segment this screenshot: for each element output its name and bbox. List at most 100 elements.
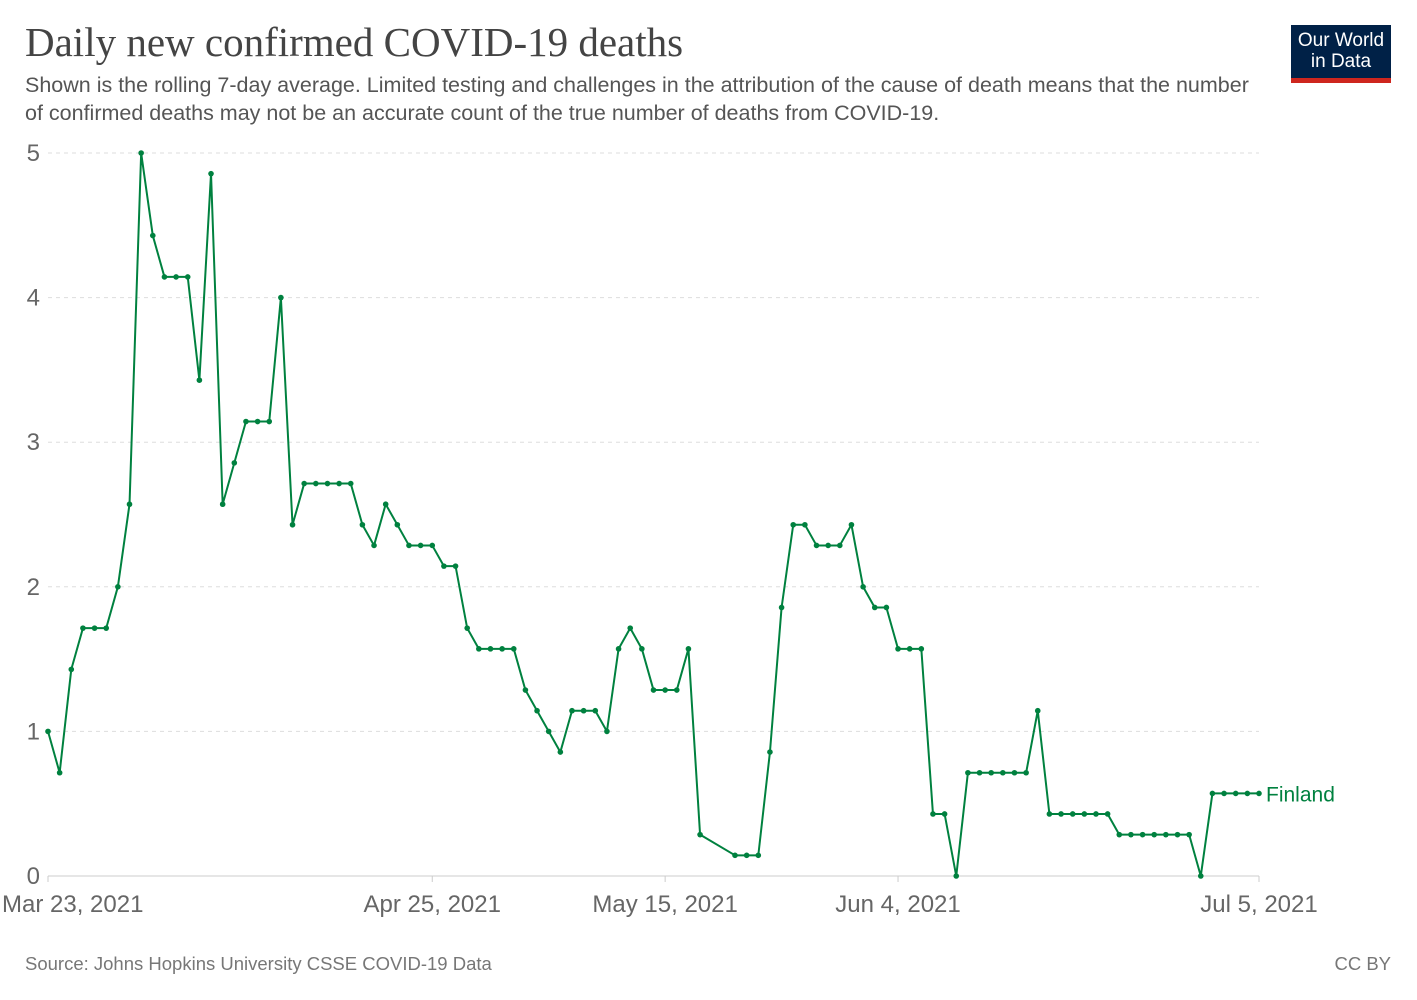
data-point — [1000, 769, 1006, 776]
data-point — [930, 811, 936, 817]
data-point — [289, 521, 296, 528]
data-point — [138, 150, 144, 156]
data-point — [1011, 769, 1018, 776]
data-point — [580, 707, 587, 714]
data-point — [1256, 790, 1262, 797]
x-tick-label: Mar 23, 2021 — [2, 891, 143, 918]
data-point — [278, 294, 284, 301]
logo-line-2: in Data — [1310, 51, 1372, 72]
data-point — [1221, 790, 1227, 797]
data-point — [464, 625, 470, 631]
data-point — [871, 604, 878, 611]
data-point — [790, 521, 797, 528]
data-point — [837, 542, 843, 549]
data-point — [627, 625, 634, 631]
data-point — [382, 501, 389, 508]
data-point — [1046, 811, 1053, 817]
data-point — [510, 646, 517, 652]
data-point — [359, 521, 366, 528]
data-point — [965, 769, 971, 776]
data-point — [604, 728, 610, 735]
data-point — [1034, 707, 1041, 714]
data-point — [184, 274, 191, 280]
data-point — [895, 646, 901, 652]
data-point — [441, 563, 447, 569]
data-point — [499, 646, 505, 652]
data-point — [301, 480, 307, 487]
data-point — [1197, 873, 1204, 879]
data-point — [68, 666, 75, 673]
y-tick-label: 5 — [27, 140, 40, 167]
data-point — [1151, 831, 1158, 838]
y-tick-label: 0 — [27, 863, 40, 890]
data-point — [487, 646, 494, 652]
data-point — [953, 873, 960, 879]
data-point — [1104, 811, 1111, 817]
axes: 0 1 2 3 4 5 Mar 23, 2021 Apr 25, 2021 May 15, 20… — [2, 140, 1318, 918]
data-point — [126, 501, 133, 508]
data-point — [848, 521, 855, 528]
source-note: Source: Johns Hopkins University CSSE CO… — [25, 953, 492, 974]
data-point — [313, 480, 319, 487]
data-point — [545, 728, 552, 735]
data-point — [1232, 790, 1239, 797]
data-point — [149, 232, 156, 239]
data-point — [743, 852, 750, 859]
data-point — [208, 170, 214, 177]
data-point — [394, 521, 401, 528]
data-point — [883, 604, 890, 611]
y-tick-label: 3 — [27, 429, 40, 456]
data-point — [196, 377, 203, 383]
license-link[interactable]: CC BY — [1334, 953, 1391, 974]
data-point — [1128, 831, 1134, 838]
data-point — [941, 811, 948, 817]
data-point — [615, 646, 622, 652]
data-point — [732, 852, 738, 859]
data-point — [802, 521, 808, 528]
data-point — [347, 480, 354, 487]
data-point — [1093, 811, 1099, 817]
data-point — [406, 542, 412, 549]
data-point — [1058, 811, 1064, 817]
x-tick-label: Jul 5, 2021 — [1200, 891, 1317, 918]
data-point — [254, 418, 261, 425]
y-tick-label: 1 — [27, 718, 40, 745]
data-point — [767, 749, 773, 755]
data-point — [650, 687, 657, 693]
data-point — [860, 584, 866, 590]
data-point — [103, 625, 110, 631]
data-point — [161, 274, 168, 280]
data-point — [592, 707, 599, 714]
logo-line-1: Our World — [1297, 30, 1385, 51]
data-point — [825, 542, 831, 549]
data-point — [639, 646, 645, 652]
data-point — [1244, 790, 1251, 797]
data-point — [324, 480, 331, 487]
grid-lines — [48, 152, 1259, 732]
data-point — [429, 542, 436, 549]
data-point — [522, 687, 529, 693]
data-point — [91, 625, 98, 631]
data-point — [417, 542, 424, 549]
y-tick-label: 4 — [27, 285, 40, 312]
data-point — [813, 542, 820, 549]
data-point — [45, 728, 51, 735]
data-point — [988, 769, 994, 776]
data-point — [685, 646, 692, 652]
data-point — [476, 646, 482, 652]
owid-logo[interactable]: Our World in Data — [1291, 25, 1391, 83]
data-point — [1023, 769, 1029, 776]
x-tick-label: May 15, 2021 — [592, 891, 737, 918]
data-point — [371, 542, 377, 549]
data-point — [1186, 831, 1192, 838]
data-point — [906, 646, 913, 652]
data-point — [115, 584, 121, 590]
series-line-finland — [47, 152, 1259, 877]
data-point — [569, 707, 575, 714]
x-tick-label: Jun 4, 2021 — [835, 891, 960, 918]
data-point — [1139, 831, 1146, 838]
data-point — [452, 563, 459, 569]
data-point — [778, 604, 785, 611]
data-point — [1081, 811, 1088, 817]
data-point — [697, 831, 703, 838]
